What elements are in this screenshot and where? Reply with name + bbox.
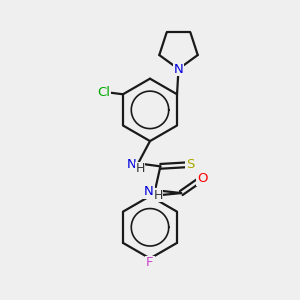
Text: N: N bbox=[126, 158, 136, 171]
Text: Cl: Cl bbox=[97, 86, 110, 99]
Text: N: N bbox=[144, 185, 154, 198]
Text: S: S bbox=[186, 158, 194, 171]
Text: O: O bbox=[197, 172, 207, 185]
Text: H: H bbox=[153, 189, 163, 202]
Text: H: H bbox=[136, 162, 145, 175]
Text: N: N bbox=[174, 62, 183, 76]
Text: F: F bbox=[146, 256, 154, 269]
